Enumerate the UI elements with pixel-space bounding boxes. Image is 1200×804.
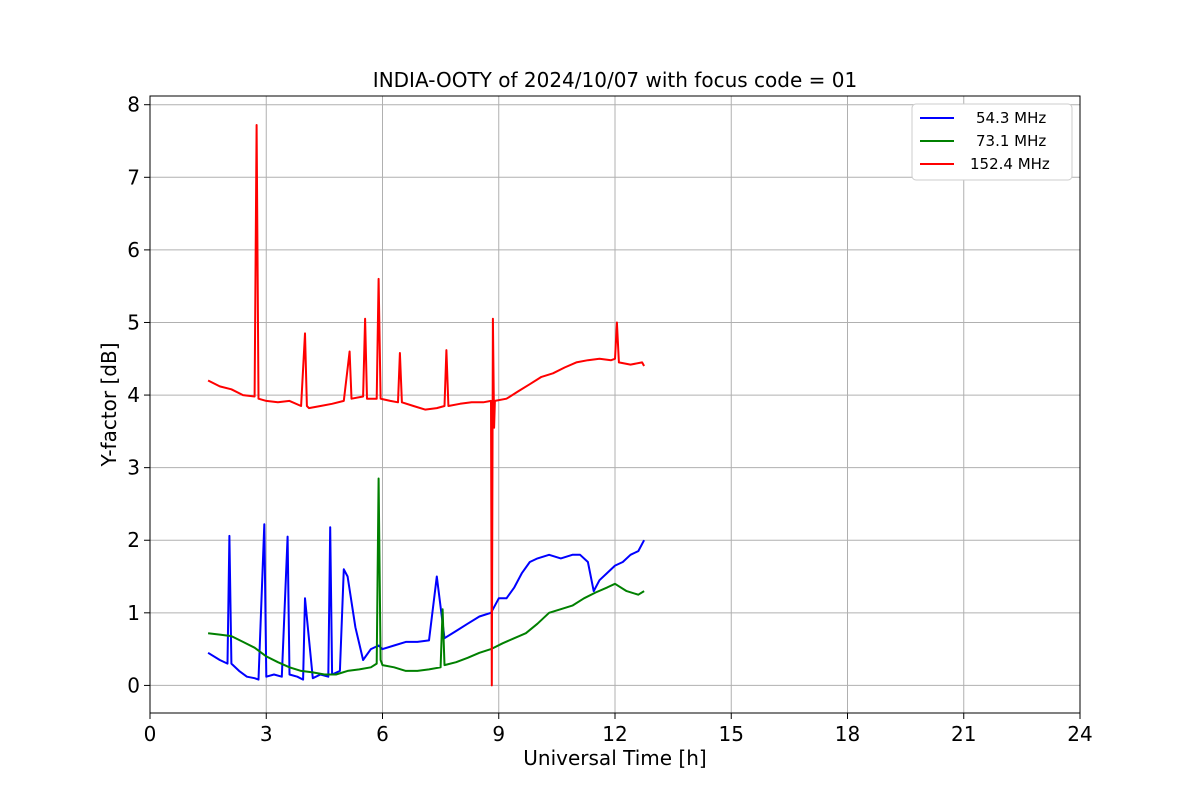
- series-lines: [207, 124, 645, 687]
- y-tick-label: 3: [127, 456, 140, 480]
- y-tick-label: 1: [127, 601, 140, 625]
- chart-title: INDIA-OOTY of 2024/10/07 with focus code…: [373, 68, 857, 92]
- x-axis-label: Universal Time [h]: [523, 746, 706, 770]
- y-tick-label: 5: [127, 310, 140, 334]
- x-tick-label: 24: [1067, 722, 1092, 746]
- x-tick-label: 6: [376, 722, 389, 746]
- series-line-2: [207, 477, 645, 676]
- legend-label-73: 73.1 MHz: [976, 132, 1046, 150]
- x-tick-label: 21: [951, 722, 976, 746]
- y-tick-label: 4: [127, 383, 140, 407]
- legend-box: [911, 103, 1073, 181]
- y-tick-label: 0: [127, 673, 140, 697]
- x-tick-label: 15: [719, 722, 744, 746]
- x-tick-label: 3: [260, 722, 273, 746]
- x-tick-label: 9: [492, 722, 505, 746]
- y-tick-label: 7: [127, 165, 140, 189]
- y-axis-label: Y-factor [dB]: [97, 342, 121, 467]
- series-line-3: [207, 124, 645, 687]
- legend-label-54: 54.3 MHz: [976, 109, 1046, 127]
- x-tick-label: 18: [835, 722, 860, 746]
- y-tick-label: 6: [127, 238, 140, 262]
- legend-label-152: 152.4 MHz: [970, 155, 1050, 173]
- legend: 54.3 MHz 73.1 MHz 152.4 MHz: [911, 103, 1073, 181]
- x-tick-label: 12: [602, 722, 627, 746]
- y-tick-label: 2: [127, 528, 140, 552]
- y-tick-label: 8: [127, 93, 140, 117]
- x-tick-label: 0: [144, 722, 157, 746]
